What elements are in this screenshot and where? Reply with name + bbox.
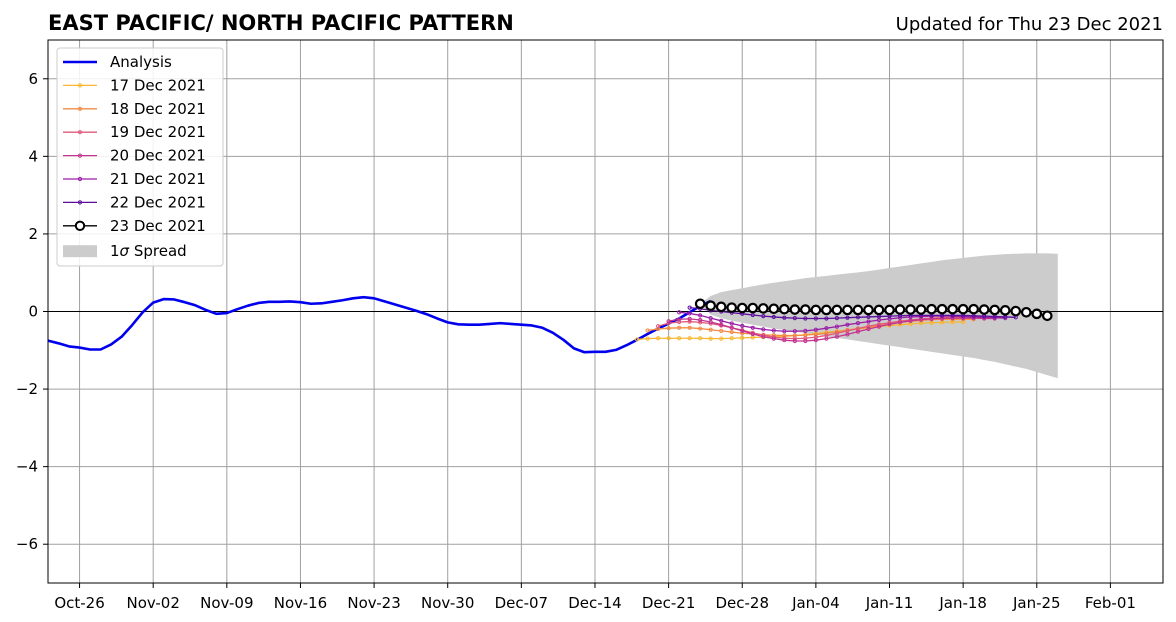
forecast-point: [728, 303, 736, 311]
x-tick-label: Oct-26: [54, 594, 104, 612]
forecast-point: [906, 305, 914, 313]
forecast-point: [717, 303, 725, 311]
forecast-point: [1022, 308, 1030, 316]
legend-label: 17 Dec 2021: [110, 76, 206, 94]
forecast-point: [990, 306, 998, 314]
forecast-point: [1012, 307, 1020, 315]
legend-label: 22 Dec 2021: [110, 193, 206, 211]
forecast-point: [938, 305, 946, 313]
forecast-point: [927, 305, 935, 313]
y-tick-label: 0: [28, 303, 38, 321]
forecast-point: [822, 306, 830, 314]
forecast-point: [1001, 306, 1009, 314]
forecast-point: [896, 305, 904, 313]
y-tick-label: 2: [28, 225, 38, 243]
legend-label: 23 Dec 2021: [110, 217, 206, 235]
forecast-point: [749, 304, 757, 312]
chart-subtitle: Updated for Thu 23 Dec 2021: [896, 14, 1163, 35]
y-tick-label: 4: [28, 147, 38, 165]
y-axis: −6 −4 −2 0 2 4 6: [16, 70, 48, 553]
y-tick-label: −2: [16, 380, 38, 398]
legend-label: 1σ Spread: [110, 242, 187, 260]
forecast-point: [791, 305, 799, 313]
x-tick-label: Nov-02: [127, 594, 180, 612]
x-tick-label: Nov-16: [274, 594, 327, 612]
x-tick-label: Jan-18: [938, 594, 987, 612]
forecast-point: [1043, 312, 1051, 320]
x-tick-label: Nov-23: [347, 594, 400, 612]
forecast-point: [759, 304, 767, 312]
forecast-point: [875, 306, 883, 314]
x-tick-label: Dec-28: [715, 594, 769, 612]
legend: Analysis 17 Dec 2021 18 Dec 2021 19 Dec 202…: [57, 48, 223, 266]
analysis-line: [48, 297, 711, 352]
forecast-point: [833, 306, 841, 314]
legend-label: 21 Dec 2021: [110, 170, 206, 188]
x-tick-label: Jan-04: [791, 594, 840, 612]
chart-title: EAST PACIFIC/ NORTH PACIFIC PATTERN: [48, 11, 514, 35]
forecast-point: [917, 305, 925, 313]
x-tick-label: Nov-30: [421, 594, 474, 612]
forecast-point: [864, 306, 872, 314]
y-tick-label: 6: [28, 70, 38, 88]
forecast-point: [948, 305, 956, 313]
y-tick-label: −4: [16, 458, 38, 476]
y-tick-label: −6: [16, 535, 38, 553]
forecast-point: [812, 306, 820, 314]
x-axis: Oct-26 Nov-02 Nov-09 Nov-16 Nov-23 Nov-30 Dec-…: [54, 583, 1136, 612]
forecast-point: [801, 305, 809, 313]
forecast-point: [696, 300, 704, 308]
legend-label: 19 Dec 2021: [110, 123, 206, 141]
chart: EAST PACIFIC/ NORTH PACIFIC PATTERN Upda…: [0, 0, 1176, 622]
forecast-point: [980, 305, 988, 313]
legend-label: 18 Dec 2021: [110, 100, 206, 118]
forecast-point: [885, 306, 893, 314]
forecast-point: [854, 306, 862, 314]
x-tick-label: Dec-14: [568, 594, 622, 612]
forecast-point: [770, 305, 778, 313]
forecast-point: [706, 301, 714, 309]
forecast-point: [1033, 310, 1041, 318]
forecast-point: [969, 305, 977, 313]
x-tick-label: Nov-09: [200, 594, 253, 612]
legend-label: Analysis: [110, 53, 172, 71]
x-tick-label: Dec-07: [495, 594, 549, 612]
x-tick-label: Feb-01: [1085, 594, 1136, 612]
x-tick-label: Dec-21: [642, 594, 696, 612]
legend-label: 20 Dec 2021: [110, 147, 206, 165]
forecast-point: [738, 304, 746, 312]
x-tick-label: Jan-25: [1012, 594, 1061, 612]
forecast-point: [959, 305, 967, 313]
forecast-point: [780, 305, 788, 313]
legend-marker: [76, 222, 84, 230]
x-tick-label: Jan-11: [865, 594, 914, 612]
legend-spread-swatch: [63, 245, 97, 257]
forecast-point: [843, 306, 851, 314]
